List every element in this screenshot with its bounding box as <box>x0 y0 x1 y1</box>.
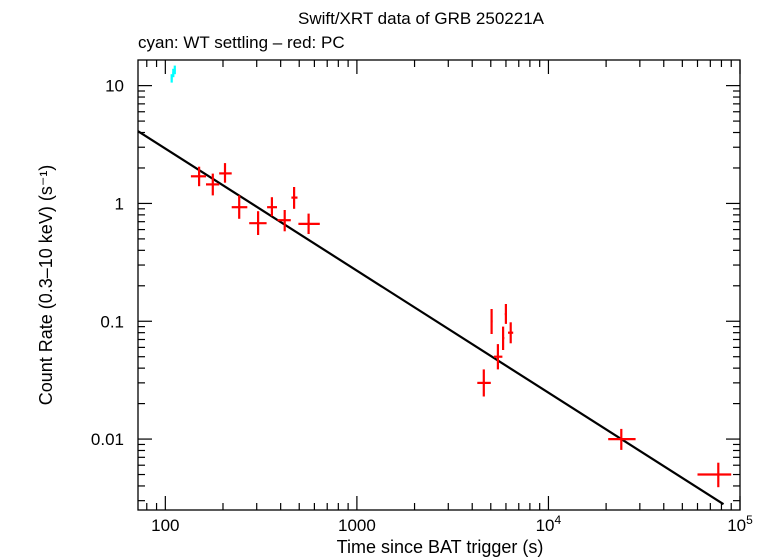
chart-subtitle: cyan: WT settling – red: PC <box>138 33 345 52</box>
x-tick-exponent: 5 <box>746 513 753 527</box>
x-tick-label: 104 <box>536 513 562 535</box>
y-tick-label: 1 <box>115 194 124 213</box>
data-point <box>190 166 206 187</box>
data-point <box>219 163 232 183</box>
x-tick-label: 100 <box>151 516 179 535</box>
y-tick-label: 0.01 <box>91 430 124 449</box>
data-point <box>508 322 514 344</box>
data-point <box>490 309 493 334</box>
axis-ticks <box>138 60 741 510</box>
x-tick-label: 105 <box>727 513 753 535</box>
data-point <box>249 211 267 235</box>
x-axis-title: Time since BAT trigger (s) <box>337 537 544 557</box>
data-point <box>231 195 248 219</box>
series-pc <box>190 163 732 488</box>
x-tick-exponent: 4 <box>555 513 562 527</box>
y-tick-label: 0.1 <box>100 312 124 331</box>
data-point <box>206 173 220 196</box>
x-tick-labels: 100 1000 104 105 <box>151 513 753 535</box>
plot-frame <box>137 59 741 511</box>
model-fit-line <box>137 130 725 506</box>
series-wt-settling <box>170 65 176 83</box>
data-point <box>494 344 503 370</box>
data-point <box>298 213 320 234</box>
y-tick-labels: 10 1 0.1 0.01 <box>91 77 124 450</box>
data-point <box>291 187 298 209</box>
chart-title: Swift/XRT data of GRB 250221A <box>298 9 545 28</box>
data-point <box>697 462 732 488</box>
model-line-layer <box>137 130 725 506</box>
data-point <box>173 65 176 75</box>
data-point <box>504 304 507 324</box>
data-point <box>267 197 277 217</box>
data-point <box>477 369 491 397</box>
data-series <box>170 65 732 488</box>
x-tick-label: 1000 <box>338 516 376 535</box>
y-axis-title: Count Rate (0.3–10 keV) (s⁻¹) <box>36 165 56 406</box>
data-point <box>608 428 636 450</box>
data-point <box>170 74 173 83</box>
y-tick-label: 10 <box>105 77 124 96</box>
data-point <box>502 326 505 350</box>
data-point <box>277 210 291 232</box>
